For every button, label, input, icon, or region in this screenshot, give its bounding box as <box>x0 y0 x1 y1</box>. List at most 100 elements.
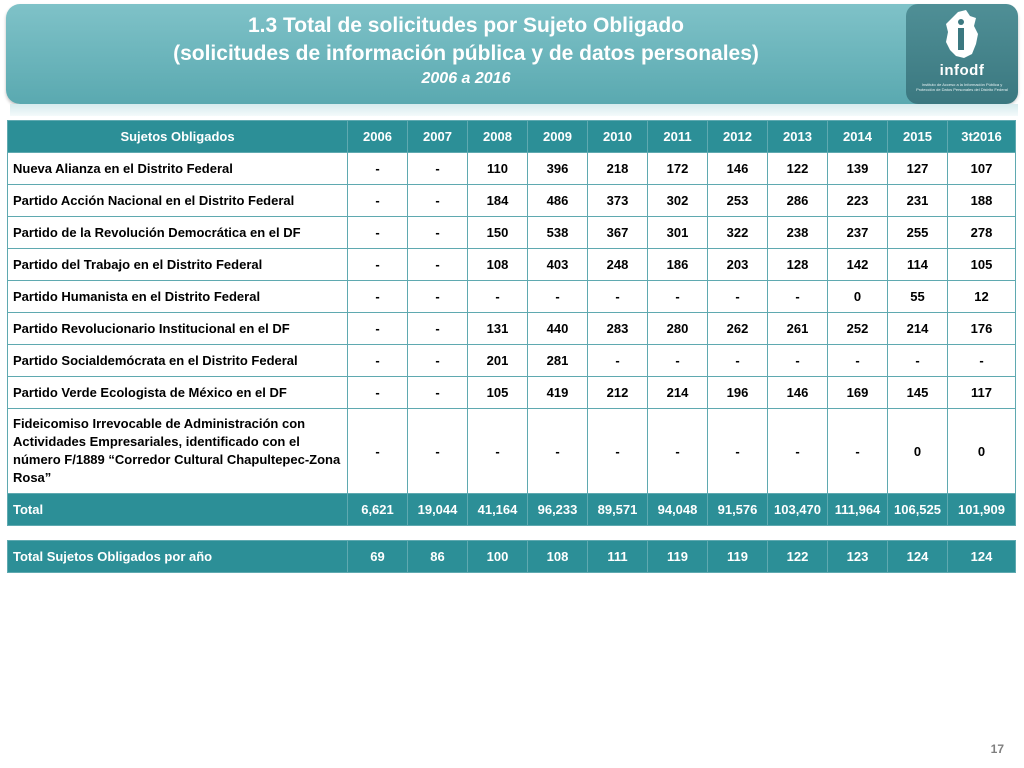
table-cell: - <box>407 280 468 313</box>
title-banner: 1.3 Total de solicitudes por Sujeto Obli… <box>6 4 1018 104</box>
table-header-row: Sujetos Obligados 2006 2007 2008 2009 2010 201… <box>7 120 1016 153</box>
summary-table: Total Sujetos Obligados por año 69 86 100 10… <box>7 540 1016 573</box>
table-cell: - <box>467 280 528 313</box>
table-cell: 69 <box>347 540 408 573</box>
logo-wordmark: infodf <box>939 62 985 79</box>
table-cell: 169 <box>827 376 888 409</box>
table-cell: 403 <box>527 248 588 281</box>
table-cell: - <box>407 216 468 249</box>
table-cell: 110 <box>467 152 528 185</box>
table-cell: - <box>647 344 708 377</box>
table-cell: 188 <box>947 184 1016 217</box>
table-cell: 96,233 <box>527 493 588 526</box>
header-shadow-strip <box>10 104 1018 116</box>
table-cell: 186 <box>647 248 708 281</box>
table-cell: 105 <box>467 376 528 409</box>
requests-table: Sujetos Obligados 2006 2007 2008 2009 2010 201… <box>7 120 1016 526</box>
row-label: Total <box>7 493 348 526</box>
table-cell: 12 <box>947 280 1016 313</box>
table-cell: 283 <box>587 312 648 345</box>
row-label: Partido Socialdemócrata en el Distrito F… <box>7 344 348 377</box>
page-title: 1.3 Total de solicitudes por Sujeto Obli… <box>248 14 684 37</box>
table-cell: 201 <box>467 344 528 377</box>
table-row: Partido Humanista en el Distrito Federal… <box>7 280 1016 313</box>
table-cell: - <box>767 280 828 313</box>
row-label: Partido Humanista en el Distrito Federal <box>7 280 348 313</box>
table-cell: 212 <box>587 376 648 409</box>
table-cell: 122 <box>767 540 828 573</box>
table-cell: - <box>587 408 648 494</box>
table-cell: 203 <box>707 248 768 281</box>
table-cell: 107 <box>947 152 1016 185</box>
table-cell: - <box>347 344 408 377</box>
column-header-year: 2009 <box>527 120 588 153</box>
column-header-year: 2006 <box>347 120 408 153</box>
table-cell: - <box>347 184 408 217</box>
table-cell: 119 <box>647 540 708 573</box>
table-cell: 214 <box>887 312 948 345</box>
table-cell: - <box>407 184 468 217</box>
table-cell: 255 <box>887 216 948 249</box>
column-header-year: 2014 <box>827 120 888 153</box>
column-header-year: 2012 <box>707 120 768 153</box>
table-cell: 196 <box>707 376 768 409</box>
table-row: Fideicomiso Irrevocable de Administració… <box>7 408 1016 494</box>
table-cell: - <box>407 408 468 494</box>
table-cell: - <box>647 280 708 313</box>
table-cell: 100 <box>467 540 528 573</box>
table-cell: 223 <box>827 184 888 217</box>
column-header-year: 2015 <box>887 120 948 153</box>
table-cell: 106,525 <box>887 493 948 526</box>
page-subtitle: 2006 a 2016 <box>421 70 511 87</box>
table-cell: 237 <box>827 216 888 249</box>
row-label: Partido de la Revolución Democrática en … <box>7 216 348 249</box>
infodf-logo: infodf Instituto de Acceso a la Informac… <box>906 4 1018 104</box>
table-cell: - <box>707 408 768 494</box>
table-cell: - <box>347 152 408 185</box>
column-header-year: 2010 <box>587 120 648 153</box>
table-cell: 419 <box>527 376 588 409</box>
table-cell: 119 <box>707 540 768 573</box>
column-header-year: 2007 <box>407 120 468 153</box>
table-cell: 238 <box>767 216 828 249</box>
page-number: 17 <box>990 742 1004 756</box>
table-cell: 322 <box>707 216 768 249</box>
table-cell: 301 <box>647 216 708 249</box>
table-cell: - <box>647 408 708 494</box>
table-cell: 142 <box>827 248 888 281</box>
table-cell: 122 <box>767 152 828 185</box>
table-cell: - <box>407 152 468 185</box>
table-cell: 145 <box>887 376 948 409</box>
column-header-year: 2011 <box>647 120 708 153</box>
table-cell: 146 <box>707 152 768 185</box>
table-row: Nueva Alianza en el Distrito Federal - -11… <box>7 152 1016 185</box>
table-cell: 146 <box>767 376 828 409</box>
column-header-year: 3t2016 <box>947 120 1016 153</box>
table-cell: 114 <box>887 248 948 281</box>
table-cell: - <box>467 408 528 494</box>
row-label: Nueva Alianza en el Distrito Federal <box>7 152 348 185</box>
table-cell: - <box>707 344 768 377</box>
table-cell: 281 <box>527 344 588 377</box>
table-cell: 91,576 <box>707 493 768 526</box>
table-cell: - <box>587 280 648 313</box>
table-cell: 103,470 <box>767 493 828 526</box>
table-cell: 101,909 <box>947 493 1016 526</box>
row-label: Fideicomiso Irrevocable de Administració… <box>7 408 348 494</box>
table-cell: 86 <box>407 540 468 573</box>
table-cell: 253 <box>707 184 768 217</box>
table-cell: 6,621 <box>347 493 408 526</box>
table-cell: 440 <box>527 312 588 345</box>
table-cell: 128 <box>767 248 828 281</box>
table-row: Partido Socialdemócrata en el Distrito F… <box>7 344 1016 377</box>
table-cell: 248 <box>587 248 648 281</box>
table-cell: 131 <box>467 312 528 345</box>
table-row: Partido de la Revolución Democrática en … <box>7 216 1016 249</box>
table-cell: 111,964 <box>827 493 888 526</box>
table-cell: 396 <box>527 152 588 185</box>
table-cell: 278 <box>947 216 1016 249</box>
table-cell: 0 <box>887 408 948 494</box>
table-cell: 538 <box>527 216 588 249</box>
page-title-line2: (solicitudes de información pública y de… <box>173 42 759 65</box>
logo-tagline: Instituto de Acceso a la Información Púb… <box>916 82 1008 92</box>
